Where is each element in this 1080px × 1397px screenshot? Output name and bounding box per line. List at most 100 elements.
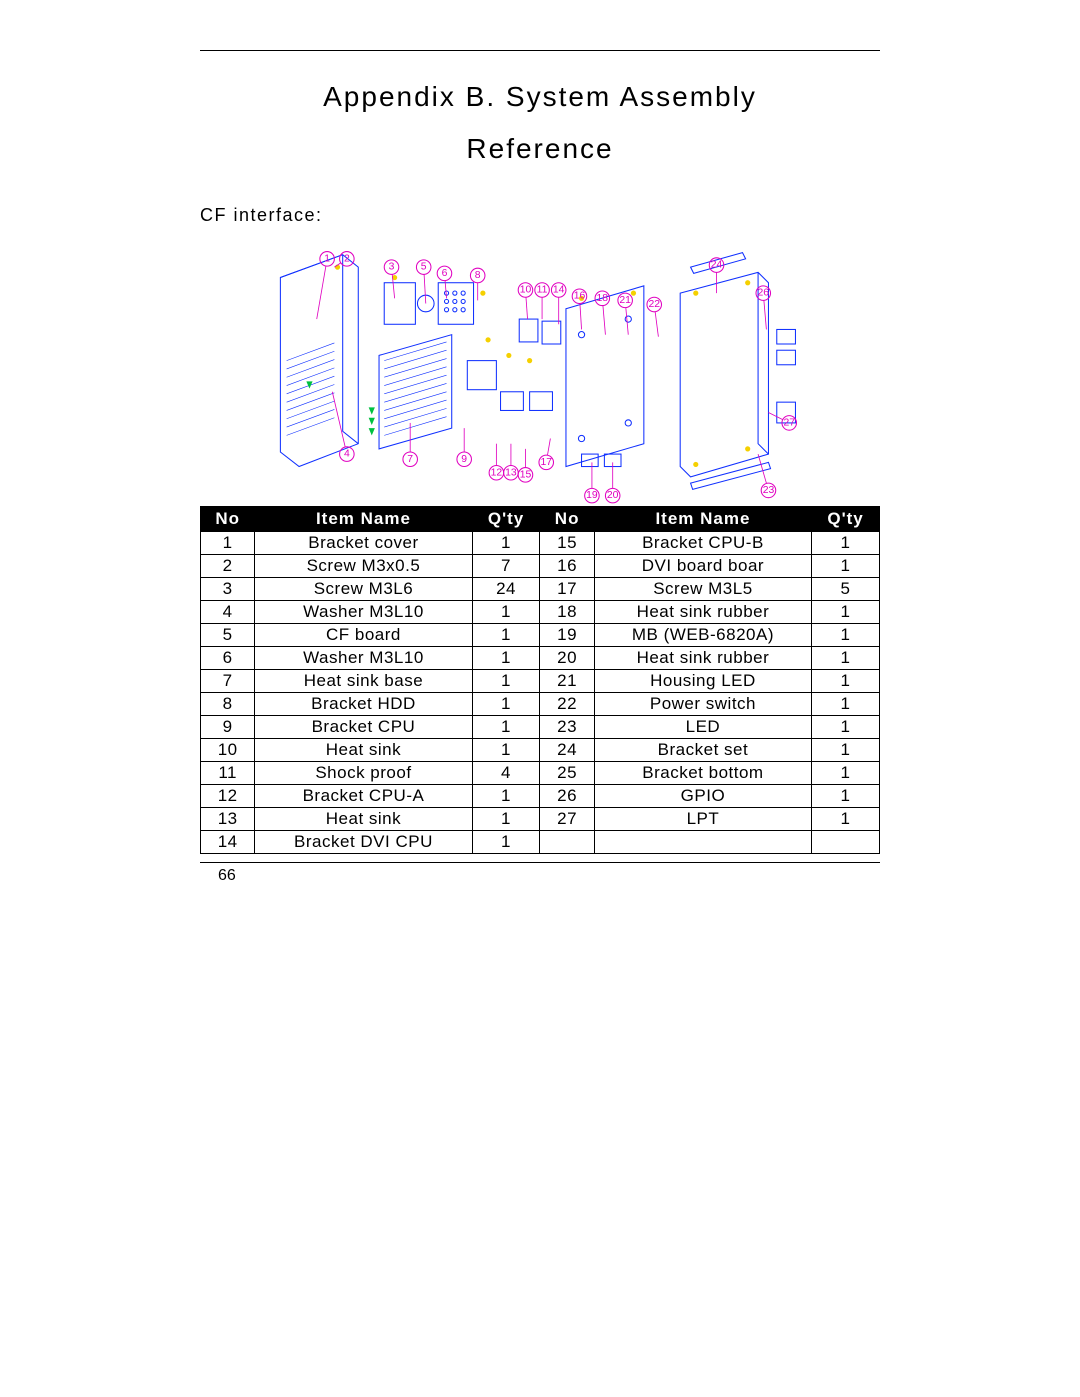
callout-number: 10 <box>520 285 532 296</box>
cell-qty: 1 <box>812 762 880 785</box>
part-rubber-a <box>582 454 599 466</box>
cell-name: Bracket DVI CPU <box>255 831 472 854</box>
leader-line <box>445 281 446 299</box>
cell-name: Power switch <box>594 693 811 716</box>
part-bracket-hdd <box>438 283 473 325</box>
cell-name: Heat sink base <box>255 670 472 693</box>
col-no: No <box>201 507 255 532</box>
table-row: 3Screw M3L62417Screw M3L55 <box>201 578 880 601</box>
leader-line <box>758 454 766 483</box>
callout-number: 9 <box>461 454 467 465</box>
cell-name: Heat sink <box>255 808 472 831</box>
cell-qty: 1 <box>472 785 540 808</box>
leader-line <box>332 392 345 447</box>
cell-no: 12 <box>201 785 255 808</box>
cell-no: 1 <box>201 532 255 555</box>
cell-no: 25 <box>540 762 594 785</box>
cell-name: Bracket cover <box>255 532 472 555</box>
table-row: 4Washer M3L10118Heat sink rubber1 <box>201 601 880 624</box>
part-housing <box>680 272 768 477</box>
cell-name: Bracket HDD <box>255 693 472 716</box>
table-row: 5CF board119MB (WEB-6820A)1 <box>201 624 880 647</box>
cell-qty: 1 <box>812 670 880 693</box>
callout-number: 17 <box>540 457 552 468</box>
cell-name: CF board <box>255 624 472 647</box>
leader-line <box>317 266 326 319</box>
cell-qty: 1 <box>812 532 880 555</box>
callout-number: 24 <box>711 260 723 271</box>
cell-qty: 1 <box>472 647 540 670</box>
cell-name: Housing LED <box>594 670 811 693</box>
callout-number: 20 <box>607 490 619 501</box>
cell-qty: 1 <box>812 716 880 739</box>
part-bracket-cpu <box>467 361 496 390</box>
table-row: 6Washer M3L10120Heat sink rubber1 <box>201 647 880 670</box>
cell-name: Bracket CPU-B <box>594 532 811 555</box>
cell-qty: 1 <box>472 532 540 555</box>
cell-no: 24 <box>540 739 594 762</box>
cell-no: 8 <box>201 693 255 716</box>
cell-qty: 1 <box>812 693 880 716</box>
page-number: 66 <box>218 867 880 885</box>
callout-number: 18 <box>597 293 609 304</box>
cell-qty: 1 <box>472 601 540 624</box>
callout-number: 21 <box>619 295 631 306</box>
page-title-line2: Reference <box>200 133 880 165</box>
rule-bottom <box>200 862 880 863</box>
table-row: 11Shock proof425Bracket bottom1 <box>201 762 880 785</box>
table-row: 10Heat sink124Bracket set1 <box>201 739 880 762</box>
cell-no: 11 <box>201 762 255 785</box>
part-cf-board <box>384 283 415 325</box>
cell-name: DVI board boar <box>594 555 811 578</box>
leader-line <box>526 297 528 319</box>
cell-qty: 7 <box>472 555 540 578</box>
callout-number: 7 <box>407 454 413 465</box>
col-no: No <box>540 507 594 532</box>
table-row: 12Bracket CPU-A126GPIO1 <box>201 785 880 808</box>
cell-no: 16 <box>540 555 594 578</box>
col-name: Item Name <box>255 507 472 532</box>
cell-qty: 1 <box>472 670 540 693</box>
cell-no: 2 <box>201 555 255 578</box>
table-row: 14Bracket DVI CPU1 <box>201 831 880 854</box>
callout-number: 4 <box>344 449 350 460</box>
callout-number: 14 <box>553 285 565 296</box>
cell-name: Washer M3L10 <box>255 647 472 670</box>
cell-name: LPT <box>594 808 811 831</box>
section-label: CF interface: <box>200 205 880 226</box>
leader-line <box>424 274 426 303</box>
cell-qty: 1 <box>812 555 880 578</box>
page-title-line1: Appendix B. System Assembly <box>200 81 880 113</box>
cell-name: Heat sink rubber <box>594 601 811 624</box>
cell-name: Shock proof <box>255 762 472 785</box>
parts-table: No Item Name Q'ty No Item Name Q'ty 1Bra… <box>200 506 880 854</box>
leader-line <box>547 439 550 456</box>
table-row: 8Bracket HDD122Power switch1 <box>201 693 880 716</box>
cell-qty: 1 <box>812 785 880 808</box>
table-row: 9Bracket CPU123LED1 <box>201 716 880 739</box>
callout-number: 27 <box>783 417 795 428</box>
callout-number: 12 <box>491 467 503 478</box>
cell-no: 18 <box>540 601 594 624</box>
part-bracket-cover <box>280 255 358 467</box>
document-page: Appendix B. System Assembly Reference CF… <box>0 0 1080 1397</box>
cell-name: Bracket CPU-A <box>255 785 472 808</box>
cell-name: Screw M3L5 <box>594 578 811 601</box>
cell-qty: 1 <box>812 808 880 831</box>
callout-number: 5 <box>421 262 427 273</box>
callout-number: 11 <box>537 285 548 296</box>
part-motherboard <box>566 286 644 467</box>
cell-no: 19 <box>540 624 594 647</box>
cell-no: 4 <box>201 601 255 624</box>
cell-no: 26 <box>540 785 594 808</box>
callout-number: 13 <box>505 467 517 478</box>
callout-number: 26 <box>757 288 769 299</box>
leader-line <box>580 303 582 329</box>
table-row: 1Bracket cover115Bracket CPU-B1 <box>201 532 880 555</box>
assembly-diagram: 1235681011141618212224264791315171219202… <box>200 236 880 506</box>
cell-qty: 1 <box>472 808 540 831</box>
part-gpio <box>777 329 796 344</box>
cell-qty: 1 <box>472 716 540 739</box>
cell-qty: 1 <box>812 739 880 762</box>
cell-qty: 1 <box>812 647 880 670</box>
